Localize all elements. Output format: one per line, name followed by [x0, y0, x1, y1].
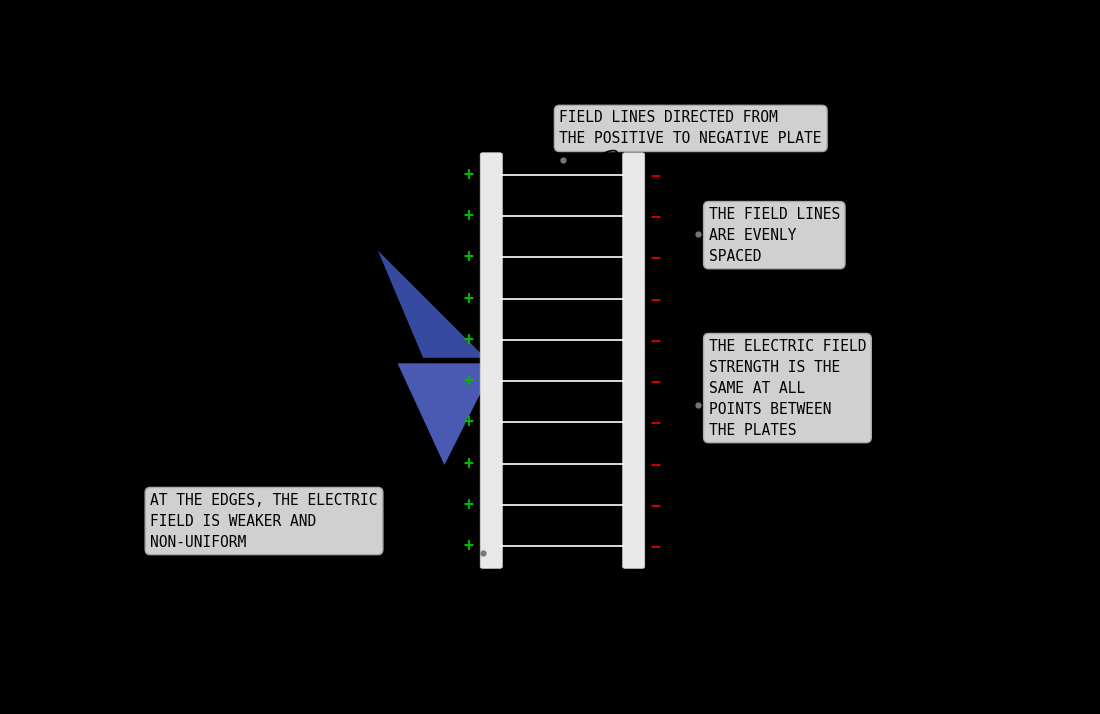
Text: +: +: [463, 248, 473, 266]
Text: +: +: [463, 413, 473, 431]
Text: +: +: [463, 455, 473, 473]
Text: +: +: [463, 372, 473, 390]
Text: FIELD LINES DIRECTED FROM
THE POSITIVE TO NEGATIVE PLATE: FIELD LINES DIRECTED FROM THE POSITIVE T…: [560, 111, 822, 146]
Polygon shape: [378, 251, 485, 358]
Text: −: −: [651, 372, 661, 390]
Polygon shape: [397, 363, 495, 465]
Text: +: +: [463, 207, 473, 225]
Text: −: −: [651, 331, 661, 349]
Text: +: +: [463, 496, 473, 514]
Text: THE FIELD LINES
ARE EVENLY
SPACED: THE FIELD LINES ARE EVENLY SPACED: [708, 206, 840, 263]
Text: +: +: [463, 166, 473, 184]
Text: −: −: [651, 496, 661, 514]
Text: −: −: [651, 537, 661, 555]
Text: AT THE EDGES, THE ELECTRIC
FIELD IS WEAKER AND
NON-UNIFORM: AT THE EDGES, THE ELECTRIC FIELD IS WEAK…: [151, 493, 377, 550]
Text: −: −: [651, 290, 661, 308]
Text: −: −: [651, 166, 661, 184]
Text: THE ELECTRIC FIELD
STRENGTH IS THE
SAME AT ALL
POINTS BETWEEN
THE PLATES: THE ELECTRIC FIELD STRENGTH IS THE SAME …: [708, 338, 866, 438]
FancyBboxPatch shape: [481, 153, 503, 568]
Text: −: −: [651, 455, 661, 473]
FancyBboxPatch shape: [623, 153, 645, 568]
Text: +: +: [463, 331, 473, 349]
Text: +: +: [463, 290, 473, 308]
Text: −: −: [651, 207, 661, 225]
Text: +: +: [463, 537, 473, 555]
Text: −: −: [651, 413, 661, 431]
Text: −: −: [651, 248, 661, 266]
